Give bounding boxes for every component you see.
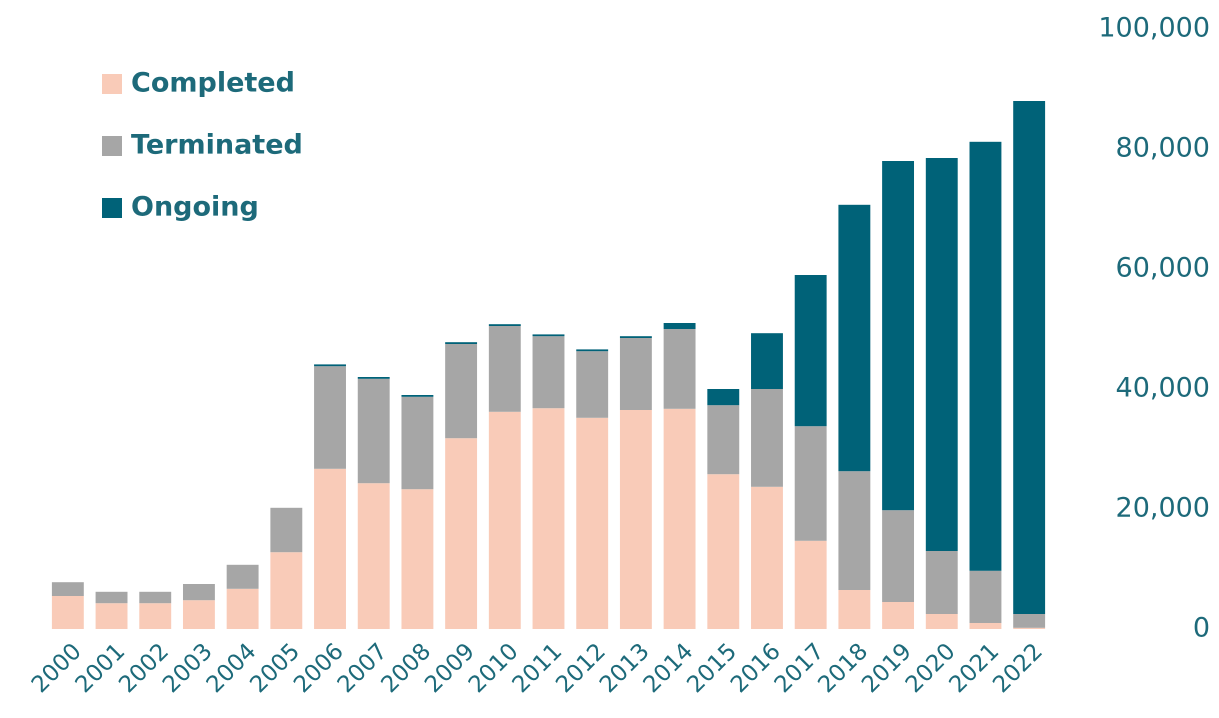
bar-segment: [663, 323, 696, 329]
y-tick-label: 60,000: [1116, 253, 1210, 284]
bar-segment: [969, 570, 1002, 623]
bar-segment: [357, 377, 390, 379]
x-tick-label: 2007: [333, 638, 393, 698]
x-tick-label: 2016: [726, 638, 786, 698]
x-tick-label: 2006: [289, 638, 349, 698]
bar-segment: [401, 395, 434, 397]
bar-segment: [751, 389, 783, 487]
x-tick-label: 2021: [945, 638, 1005, 698]
x-tick-label: 2009: [420, 638, 480, 698]
bar-segment: [532, 334, 565, 337]
legend-label: Terminated: [131, 130, 303, 161]
bar-segment: [445, 438, 478, 629]
legend-swatch: [102, 198, 122, 218]
bar-segment: [619, 410, 652, 629]
y-tick-label: 0: [1193, 613, 1210, 644]
bar-segment: [226, 564, 259, 589]
bar-segment: [314, 468, 346, 629]
bar-segment: [51, 596, 84, 629]
bar-segment: [576, 349, 609, 352]
bar-segment: [707, 405, 740, 475]
x-tick-label: 2022: [988, 638, 1048, 698]
x-tick-label: 2008: [376, 638, 436, 698]
bar-segment: [314, 364, 346, 367]
bar-segment: [357, 483, 390, 629]
bar-segment: [1013, 614, 1046, 628]
bar-segment: [751, 486, 783, 629]
bar-segment: [182, 600, 215, 629]
bar-segment: [226, 588, 259, 629]
y-tick-label: 20,000: [1116, 493, 1210, 524]
bar-segment: [882, 161, 915, 511]
bar-segment: [139, 591, 172, 604]
bar-segment: [270, 552, 303, 629]
x-tick-label: 2005: [245, 638, 305, 698]
x-tick-label: 2020: [901, 638, 961, 698]
bar-segment: [532, 408, 565, 629]
bar-segment: [401, 396, 434, 490]
bar-segment: [838, 471, 871, 590]
bar-segment: [532, 336, 565, 409]
bar-segment: [619, 338, 652, 410]
x-tick-label: 2010: [464, 638, 524, 698]
x-tick-label: 2004: [202, 638, 262, 698]
bar-segment: [270, 507, 303, 553]
bar-segment: [445, 342, 478, 344]
bar-segment: [925, 158, 958, 551]
bar-segment: [95, 603, 128, 629]
bar-segment: [663, 408, 696, 629]
bar-segment: [95, 591, 128, 604]
bar-segment: [969, 623, 1002, 629]
bar-segment: [488, 411, 521, 629]
bar-segment: [357, 378, 390, 484]
bar-segment: [488, 324, 521, 326]
legend-swatch: [102, 74, 122, 94]
bar-segment: [576, 417, 609, 629]
bar-segment: [794, 540, 827, 629]
bar-segment: [707, 474, 740, 629]
x-tick-label: 2001: [71, 638, 131, 698]
legend-label: Ongoing: [131, 192, 259, 223]
bar-segment: [794, 275, 827, 427]
bar-segment: [401, 489, 434, 629]
bar-segment: [969, 141, 1002, 571]
y-tick-label: 100,000: [1098, 13, 1210, 44]
x-tick-label: 2014: [639, 638, 699, 698]
bar-segment: [925, 614, 958, 629]
bar-segment: [314, 366, 346, 469]
bar-segment: [1013, 101, 1046, 614]
bar-segment: [576, 351, 609, 418]
y-tick-label: 80,000: [1116, 133, 1210, 164]
bar-segment: [751, 333, 783, 389]
bar-segment: [619, 336, 652, 338]
bar-segment: [882, 602, 915, 629]
bar-segment: [182, 584, 215, 601]
legend-label: Completed: [131, 68, 295, 99]
bar-segment: [51, 582, 84, 596]
x-tick-label: 2015: [682, 638, 742, 698]
x-tick-label: 2002: [114, 638, 174, 698]
x-tick-label: 2019: [857, 638, 917, 698]
x-tick-label: 2017: [770, 638, 830, 698]
x-tick-label: 2012: [551, 638, 611, 698]
x-tick-label: 2000: [27, 638, 87, 698]
bar-segment: [445, 344, 478, 439]
y-tick-label: 40,000: [1116, 373, 1210, 404]
bar-segment: [488, 326, 521, 412]
x-tick-label: 2011: [508, 638, 568, 698]
bar-segment: [663, 329, 696, 409]
bar-segment: [794, 426, 827, 541]
bar-segment: [838, 590, 871, 629]
bar-segment: [707, 389, 740, 406]
x-tick-label: 2013: [595, 638, 655, 698]
bar-segment: [882, 510, 915, 602]
x-tick-label: 2003: [158, 638, 218, 698]
bar-segment: [838, 204, 871, 472]
x-tick-label: 2018: [813, 638, 873, 698]
bar-segment: [139, 603, 172, 629]
legend-swatch: [102, 136, 122, 156]
bar-segment: [925, 551, 958, 614]
bar-segment: [1013, 627, 1046, 629]
